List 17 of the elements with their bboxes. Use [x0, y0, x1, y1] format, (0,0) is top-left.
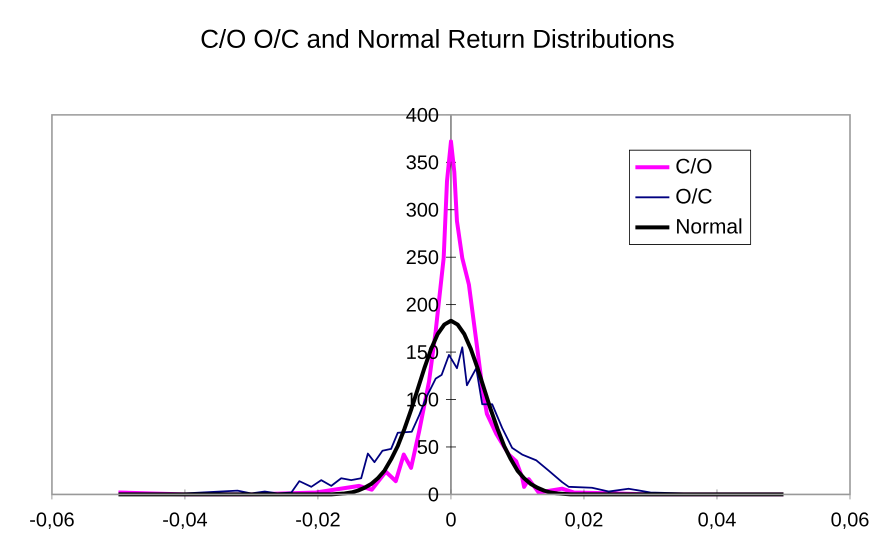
- x-tick-label: -0,04: [163, 512, 208, 529]
- x-tick-label: 0,04: [698, 512, 736, 529]
- chart-title: C/O O/C and Normal Return Distributions: [202, 28, 674, 48]
- legend-label: Normal: [677, 218, 742, 234]
- y-tick-label: 0: [428, 487, 438, 502]
- y-tick-label: 50: [418, 440, 438, 454]
- x-tick-label: 0,02: [565, 512, 602, 529]
- y-tick-label: 300: [406, 202, 438, 217]
- x-tick-label: 0: [446, 512, 456, 526]
- y-tick-label: 350: [406, 155, 438, 170]
- y-tick-label: 250: [406, 250, 438, 264]
- x-tick-label: -0,02: [296, 512, 340, 529]
- legend-label: C/O: [676, 158, 712, 174]
- x-tick-label: 0,06: [831, 512, 868, 529]
- y-tick-label: 400: [406, 108, 438, 122]
- legend-label: O/C: [676, 188, 712, 204]
- x-tick-label: -0,06: [30, 512, 74, 529]
